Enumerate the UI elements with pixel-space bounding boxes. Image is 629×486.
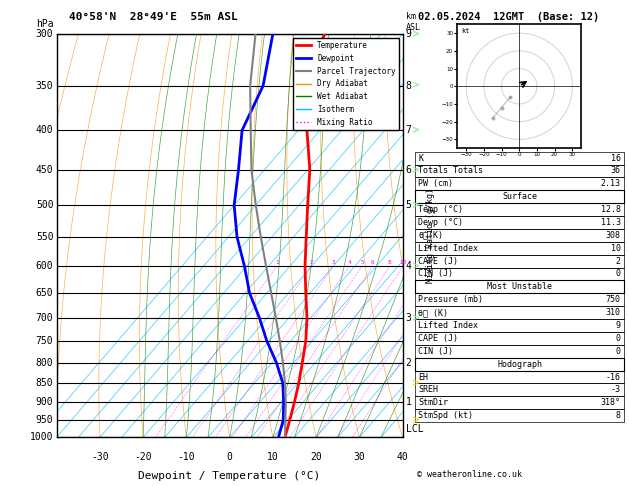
Text: km
ASL: km ASL — [406, 12, 421, 32]
Text: 10: 10 — [267, 452, 279, 462]
Text: 0: 0 — [616, 347, 621, 356]
Text: 500: 500 — [36, 200, 53, 210]
Text: 4: 4 — [347, 260, 351, 265]
Text: 02.05.2024  12GMT  (Base: 12): 02.05.2024 12GMT (Base: 12) — [418, 12, 599, 22]
Text: CIN (J): CIN (J) — [418, 347, 454, 356]
Text: 40°58'N  28°49'E  55m ASL: 40°58'N 28°49'E 55m ASL — [69, 12, 238, 22]
Text: θᴄ (K): θᴄ (K) — [418, 308, 448, 317]
Text: 0: 0 — [616, 334, 621, 343]
Text: Totals Totals: Totals Totals — [418, 166, 483, 175]
Text: 11.3: 11.3 — [601, 218, 621, 227]
Text: 9: 9 — [616, 321, 621, 330]
Text: Dewpoint / Temperature (°C): Dewpoint / Temperature (°C) — [138, 471, 321, 482]
Text: 12.8: 12.8 — [601, 205, 621, 214]
Text: >: > — [413, 378, 420, 388]
Text: >: > — [413, 261, 420, 271]
Text: Most Unstable: Most Unstable — [487, 282, 552, 292]
Text: hPa: hPa — [36, 19, 53, 29]
Text: >: > — [413, 200, 420, 210]
Text: 300: 300 — [36, 29, 53, 39]
Text: 6: 6 — [370, 260, 374, 265]
Text: CIN (J): CIN (J) — [418, 269, 454, 278]
Text: 308: 308 — [606, 231, 621, 240]
Text: CAPE (J): CAPE (J) — [418, 334, 459, 343]
Text: -3: -3 — [611, 385, 621, 395]
Text: -30: -30 — [91, 452, 109, 462]
Text: 600: 600 — [36, 261, 53, 271]
Text: © weatheronline.co.uk: © weatheronline.co.uk — [417, 469, 522, 479]
Text: 4: 4 — [406, 261, 411, 271]
Text: PW (cm): PW (cm) — [418, 179, 454, 189]
Text: 750: 750 — [36, 336, 53, 346]
Text: 550: 550 — [36, 232, 53, 242]
Text: 6: 6 — [406, 165, 411, 175]
Text: 3: 3 — [406, 313, 411, 323]
Text: 36: 36 — [611, 166, 621, 175]
Text: Surface: Surface — [502, 192, 537, 201]
Text: StmSpd (kt): StmSpd (kt) — [418, 411, 473, 420]
Text: 400: 400 — [36, 125, 53, 136]
Text: 0: 0 — [226, 452, 233, 462]
Text: 8: 8 — [406, 81, 411, 91]
Text: >: > — [413, 313, 420, 323]
Text: Temp (°C): Temp (°C) — [418, 205, 464, 214]
Text: 0: 0 — [616, 269, 621, 278]
Text: StmDir: StmDir — [418, 398, 448, 407]
Text: 800: 800 — [36, 358, 53, 367]
Text: 2: 2 — [406, 358, 411, 367]
Text: 950: 950 — [36, 415, 53, 425]
Text: 1000: 1000 — [30, 433, 53, 442]
Text: >: > — [413, 415, 420, 425]
Text: 350: 350 — [36, 81, 53, 91]
Text: 850: 850 — [36, 378, 53, 388]
Text: Dewp (°C): Dewp (°C) — [418, 218, 464, 227]
Text: 7: 7 — [406, 125, 411, 136]
Text: 8: 8 — [616, 411, 621, 420]
Text: 5: 5 — [406, 200, 411, 210]
Text: >: > — [413, 81, 420, 91]
Text: 5: 5 — [360, 260, 364, 265]
Text: 318°: 318° — [601, 398, 621, 407]
Text: Mixing Ratio (g/kg): Mixing Ratio (g/kg) — [426, 188, 435, 283]
Text: 2: 2 — [616, 257, 621, 266]
Text: Lifted Index: Lifted Index — [418, 321, 478, 330]
Text: 1: 1 — [406, 397, 411, 407]
Text: EH: EH — [418, 372, 428, 382]
Text: CAPE (J): CAPE (J) — [418, 257, 459, 266]
Text: 20: 20 — [310, 452, 322, 462]
Text: 900: 900 — [36, 397, 53, 407]
Legend: Temperature, Dewpoint, Parcel Trajectory, Dry Adiabat, Wet Adiabat, Isotherm, Mi: Temperature, Dewpoint, Parcel Trajectory… — [292, 38, 399, 130]
Text: 10: 10 — [611, 243, 621, 253]
Text: Lifted Index: Lifted Index — [418, 243, 478, 253]
Text: 2: 2 — [310, 260, 314, 265]
Text: Hodograph: Hodograph — [497, 360, 542, 369]
Text: Pressure (mb): Pressure (mb) — [418, 295, 483, 304]
Text: θᴄ(K): θᴄ(K) — [418, 231, 443, 240]
Text: K: K — [418, 154, 423, 163]
Text: >: > — [413, 125, 420, 136]
Text: 30: 30 — [353, 452, 365, 462]
Text: 450: 450 — [36, 165, 53, 175]
Text: 310: 310 — [606, 308, 621, 317]
Text: 16: 16 — [611, 154, 621, 163]
Text: 10: 10 — [399, 260, 407, 265]
Text: -16: -16 — [606, 372, 621, 382]
Text: SREH: SREH — [418, 385, 438, 395]
Text: 1: 1 — [275, 260, 279, 265]
Text: 8: 8 — [388, 260, 391, 265]
Text: 9: 9 — [406, 29, 411, 39]
Text: >: > — [413, 165, 420, 175]
Text: 650: 650 — [36, 288, 53, 298]
Text: kt: kt — [461, 28, 469, 34]
Text: -20: -20 — [134, 452, 152, 462]
Text: LCL: LCL — [406, 424, 423, 434]
Text: 700: 700 — [36, 313, 53, 323]
Text: -10: -10 — [177, 452, 195, 462]
Text: >: > — [413, 29, 420, 39]
Text: 2.13: 2.13 — [601, 179, 621, 189]
Text: 3: 3 — [331, 260, 335, 265]
Text: 40: 40 — [397, 452, 408, 462]
Text: 750: 750 — [606, 295, 621, 304]
